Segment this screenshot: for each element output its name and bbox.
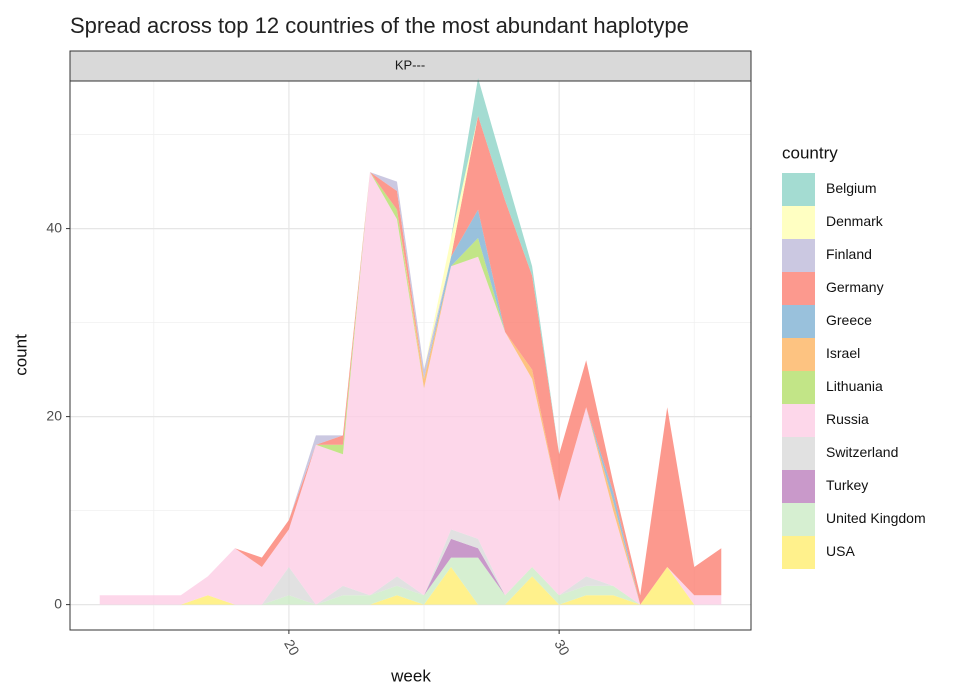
panel-border [69, 80, 752, 631]
x-axis-title: week [390, 666, 431, 685]
area [99, 115, 722, 605]
y-axis-title: count [11, 334, 30, 376]
legend-label: USA [826, 543, 855, 559]
facet-label: KP--- [395, 57, 425, 72]
legend-key [782, 404, 815, 437]
facet-strip [69, 50, 752, 82]
legend-label: United Kingdom [826, 510, 926, 526]
legend-key [782, 338, 815, 371]
area [99, 172, 722, 605]
legend-label: Germany [826, 279, 884, 295]
legend-key [782, 305, 815, 338]
areas [99, 78, 722, 605]
y-tick-label: 0 [54, 595, 62, 611]
legend-label: Finland [826, 246, 872, 262]
legend-key [782, 536, 815, 569]
legend-label: Israel [826, 345, 860, 361]
legend-key [782, 371, 815, 404]
y-tick-label: 40 [46, 219, 62, 235]
x-tick-label: 30 [551, 637, 573, 659]
legend-key [782, 437, 815, 470]
legend-key [782, 206, 815, 239]
y-tick-label: 20 [46, 407, 62, 423]
legend-key [782, 470, 815, 503]
x-tick-label: 20 [281, 637, 303, 659]
legend-key [782, 272, 815, 305]
legend-title: country [782, 143, 838, 162]
legend-label: Russia [826, 411, 869, 427]
area [99, 557, 722, 605]
area [99, 529, 722, 605]
legend-key [782, 239, 815, 272]
chart-title: Spread across top 12 countries of the mo… [70, 13, 689, 38]
legend-label: Greece [826, 312, 872, 328]
legend-label: Turkey [826, 477, 868, 493]
legend-key [782, 173, 815, 206]
legend-label: Denmark [826, 213, 884, 229]
legend-label: Belgium [826, 180, 877, 196]
legend-label: Lithuania [826, 378, 883, 394]
area [99, 567, 722, 605]
legend-key [782, 503, 815, 536]
legend-label: Switzerland [826, 444, 898, 460]
